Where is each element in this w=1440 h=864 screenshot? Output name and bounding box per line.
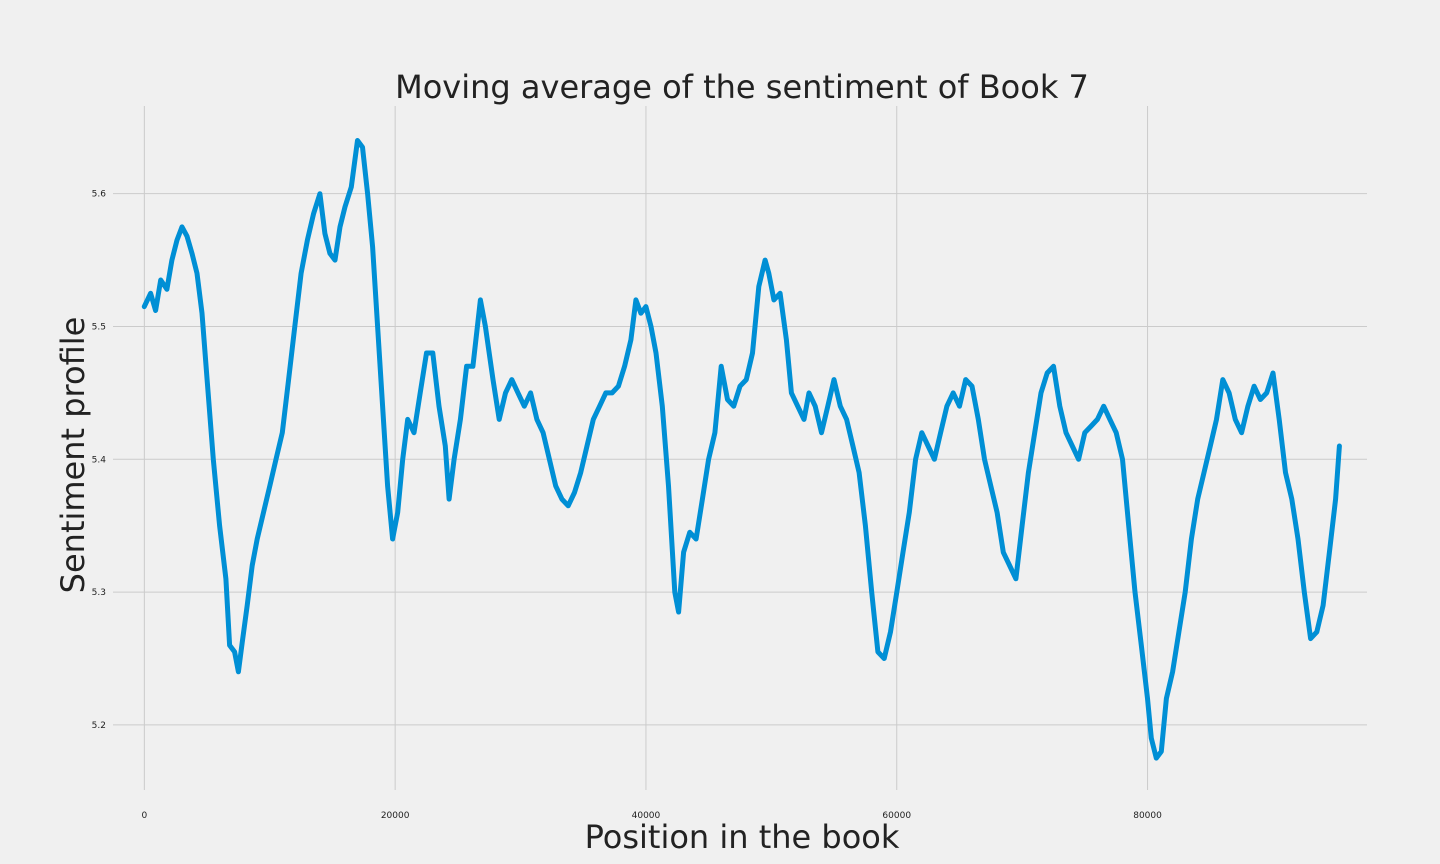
x-tick-label: 40000 xyxy=(632,811,661,821)
x-tick-label: 80000 xyxy=(1133,811,1162,821)
x-tick-label: 60000 xyxy=(882,811,911,821)
grid xyxy=(113,106,1367,790)
x-tick-label: 0 xyxy=(141,811,147,821)
y-axis-title: Sentiment profile xyxy=(54,317,92,594)
sentiment-line xyxy=(141,138,1342,761)
chart-title: Moving average of the sentiment of Book … xyxy=(395,68,1089,106)
y-tick-label: 5.3 xyxy=(92,588,106,598)
y-tick-label: 5.4 xyxy=(92,455,107,465)
series-layer xyxy=(141,138,1342,761)
x-tick-label: 20000 xyxy=(381,811,410,821)
y-tick-label: 5.6 xyxy=(92,190,107,200)
y-tick-label: 5.2 xyxy=(92,721,106,731)
y-tick-label: 5.5 xyxy=(92,322,106,332)
x-axis-title: Position in the book xyxy=(585,818,900,856)
tick-labels: 0 20000 40000 60000 80000 5.2 5.3 5.4 5.5 5.6 xyxy=(92,190,1162,821)
